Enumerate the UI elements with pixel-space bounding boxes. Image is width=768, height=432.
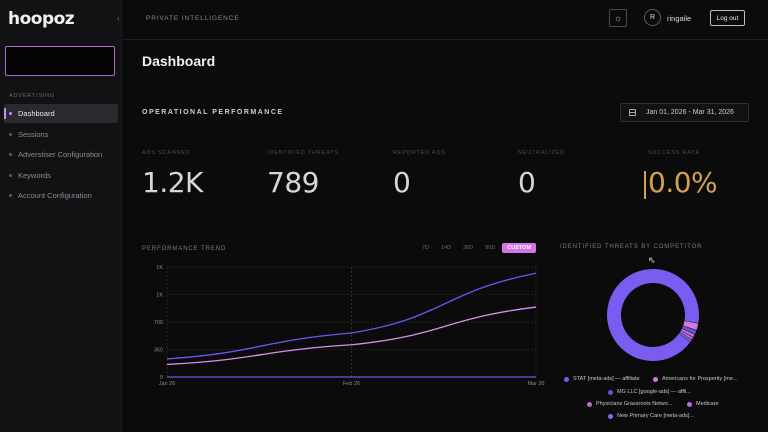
kpi-neutralized: NEUTRALIZED 0 <box>518 150 565 199</box>
x-tick-label: Feb 26 <box>343 381 360 387</box>
donut-slice-3[interactable] <box>681 328 695 338</box>
donut-slice-5[interactable] <box>679 332 692 342</box>
sidebar-item-label: Account Configuration <box>18 191 92 200</box>
legend-item[interactable]: Medicare <box>687 401 719 407</box>
range-tab-custom[interactable]: CUSTOM <box>502 243 537 253</box>
sidebar-item-account-configuration[interactable]: Account Configuration <box>4 186 118 205</box>
legend-swatch <box>564 376 569 382</box>
logout-button[interactable]: Log out <box>710 10 745 26</box>
y-tick-label: 1K <box>156 265 163 271</box>
legend-label: Americans for Prosperity [me... <box>662 376 738 382</box>
mouse-cursor-icon: ⇖ <box>648 255 656 265</box>
sidebar-item-keywords[interactable]: Keywords <box>4 166 118 185</box>
kpi-value: 0 <box>518 166 536 199</box>
kpi-reported-ads: REPORTED ADS 0 <box>393 150 446 199</box>
bullet-icon <box>9 132 12 136</box>
kpi-value: 1.2K <box>142 166 203 199</box>
sidebar-item-sessions[interactable]: Sessions <box>4 125 118 144</box>
kpi-ads-scanned: ADS SCANNED 1.2K <box>142 150 203 199</box>
competitor-donut-chart <box>607 269 699 361</box>
legend-item[interactable]: Americans for Prosperity [me... <box>653 376 738 382</box>
chevron-left-icon[interactable]: ‹ <box>117 14 120 23</box>
date-range-label: Jan 01, 2026 - Mar 31, 2026 <box>646 109 734 116</box>
legend-label: STAT [meta-ads] — affiliate <box>573 376 640 382</box>
username: ringaile <box>667 14 692 23</box>
bullet-icon <box>9 112 12 115</box>
workspace-title: PRIVATE INTELLIGENCE <box>146 15 240 22</box>
legend-label: Physicians Grassroots Netwo... <box>596 401 673 407</box>
legend-swatch <box>653 376 658 382</box>
legend-item[interactable]: Physicians Grassroots Netwo... <box>587 401 672 407</box>
page-title: Dashboard <box>142 53 216 69</box>
sidebar-item-label: Sessions <box>18 129 49 139</box>
bullet-icon <box>9 153 12 156</box>
legend-label: New Primary Care [meta-ads]... <box>617 413 695 419</box>
donut-slice-0[interactable] <box>607 269 699 361</box>
section-title: OPERATIONAL PERFORMANCE <box>142 109 284 116</box>
legend-swatch <box>587 401 592 407</box>
legend-swatch <box>687 401 692 407</box>
date-range-picker[interactable]: Jan 01, 2026 - Mar 31, 2026 <box>620 103 749 122</box>
kpi-label: ADS SCANNED <box>142 150 191 156</box>
kpi-label: REPORTED ADS <box>393 150 446 156</box>
sidebar-section-label: ADVERTISING <box>9 93 55 99</box>
kpi-label: SUCCESS RATE <box>648 150 700 156</box>
range-tab-30d[interactable]: 30D <box>463 245 474 251</box>
series-line-1 <box>166 306 537 366</box>
sidebar-nav: Dashboard Sessions Adverstiser Configura… <box>4 104 118 207</box>
legend-label: MG LLC [google-ads] — affil... <box>617 389 691 395</box>
x-tick-label: Mar 26 <box>527 381 544 387</box>
x-tick-label: Jan 26 <box>159 381 176 387</box>
legend-label: Medicare <box>696 401 719 407</box>
top-bar: PRIVATE INTELLIGENCE ☼ R ringaile Log ou… <box>122 0 768 40</box>
kpi-value: 0 <box>393 166 411 199</box>
kpi-success-rate: SUCCESS RATE 0.0% <box>644 150 718 199</box>
range-tabs: 7D 14D 30D 90D CUSTOM <box>415 243 537 253</box>
theme-toggle-button[interactable]: ☼ <box>609 9 627 27</box>
range-tab-14d[interactable]: 14D <box>441 245 452 251</box>
bullet-icon <box>9 194 12 197</box>
legend-item[interactable]: New Primary Care [meta-ads]... <box>608 413 694 419</box>
organization-selector[interactable] <box>5 46 115 76</box>
kpi-identified-threats: IDENTIFIED THREATS 789 <box>267 150 339 199</box>
y-tick-label: 0 <box>160 375 163 381</box>
sidebar-item-label: Dashboard <box>18 109 55 118</box>
trend-title: PERFORMANCE TREND <box>142 246 227 252</box>
kpi-label: IDENTIFIED THREATS <box>267 150 339 156</box>
sidebar-item-dashboard[interactable]: Dashboard <box>4 104 118 123</box>
app-logo[interactable]: hoopoz <box>8 9 75 29</box>
sidebar-item-advertiser-configuration[interactable]: Adverstiser Configuration <box>4 145 118 164</box>
y-tick-label: 700 <box>154 320 163 326</box>
sidebar: hoopoz ‹ ADVERTISING Dashboard Sessions … <box>0 0 122 432</box>
donut-slice-4[interactable] <box>680 330 694 340</box>
sidebar-item-label: Adverstiser Configuration <box>18 150 103 159</box>
y-tick-label: 1K <box>156 293 163 299</box>
kpi-value: 0.0% <box>648 166 718 199</box>
y-tick-label: 350 <box>154 348 163 354</box>
competitor-chart-title: IDENTIFIED THREATS BY COMPETITOR <box>560 244 703 250</box>
series-line-0 <box>166 272 537 360</box>
sun-icon: ☼ <box>613 13 623 23</box>
legend-swatch <box>608 413 613 419</box>
legend-item[interactable]: STAT [meta-ads] — affiliate <box>564 376 640 382</box>
calendar-icon <box>629 109 636 116</box>
performance-trend-chart: 0 350 700 1K 1K Jan 26 Feb 26 Mar 26 <box>154 265 545 387</box>
donut-slice-2[interactable] <box>682 325 697 335</box>
kpi-accent-bar <box>644 171 646 199</box>
legend-swatch <box>608 389 613 395</box>
donut-slice-1[interactable] <box>683 320 699 331</box>
range-tab-7d[interactable]: 7D <box>422 245 430 251</box>
avatar[interactable]: R <box>644 9 661 26</box>
range-tab-90d[interactable]: 90D <box>485 245 496 251</box>
legend-item[interactable]: MG LLC [google-ads] — affil... <box>608 389 691 395</box>
kpi-label: NEUTRALIZED <box>518 150 565 156</box>
kpi-value: 789 <box>267 166 319 199</box>
bullet-icon <box>9 173 12 177</box>
sidebar-item-label: Keywords <box>18 170 51 180</box>
